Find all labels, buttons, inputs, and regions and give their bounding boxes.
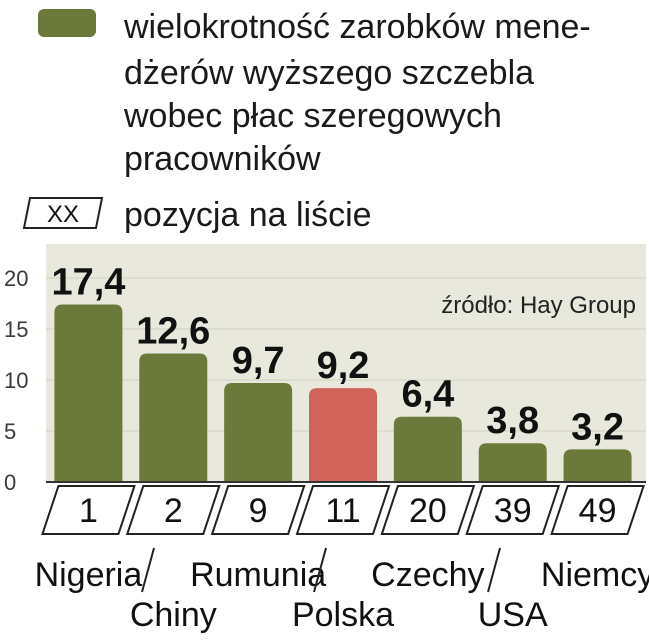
bar-nigeria (54, 304, 123, 482)
value-label: 6,4 (401, 374, 454, 416)
country-label: Nigeria (35, 556, 143, 594)
rank-label: 9 (249, 492, 268, 530)
legend-rank-box-text: XX (47, 201, 79, 228)
value-label: 3,2 (571, 406, 624, 448)
legend-bar-line-4: pracowników (124, 140, 321, 178)
value-labels: 17,4 12,6 9,7 9,2 6,4 3,8 3,2 (51, 262, 624, 449)
rank-box (380, 485, 476, 535)
bar-niemcy (563, 449, 632, 482)
country-label: USA (478, 596, 548, 634)
rank-label: 2 (164, 492, 183, 530)
rank-label: 20 (409, 492, 447, 530)
value-label: 17,4 (51, 262, 125, 304)
rank-box (125, 485, 221, 535)
bar-chiny (139, 353, 208, 482)
y-tick-label: 10 (4, 368, 28, 393)
bar-czechy (393, 416, 462, 482)
value-label: 9,7 (232, 340, 285, 382)
y-tick-label: 5 (4, 419, 16, 444)
legend-bar-line-3: wobec płac szeregowych (123, 97, 502, 135)
country-label: Rumunia (190, 556, 326, 594)
bar-usa (478, 443, 547, 482)
rank-label: 1 (79, 492, 98, 530)
legend-rank-label: pozycja na liście (124, 196, 372, 234)
value-label: 9,2 (317, 345, 370, 387)
country-label: Chiny (130, 596, 217, 634)
legend-rank-box (22, 197, 104, 229)
value-label: 3,8 (486, 400, 539, 442)
legend-bar-swatch (38, 9, 96, 37)
bar-rumunia (224, 383, 293, 482)
legend-bar-line-2: dżerów wyższego szczebla (124, 54, 534, 92)
y-tick-label: 20 (4, 266, 28, 291)
y-tick-label: 15 (4, 317, 28, 342)
country-label: Czechy (371, 556, 484, 594)
rank-box (295, 485, 391, 535)
label-separator (313, 547, 327, 593)
rank-box (210, 485, 306, 535)
bars (54, 304, 632, 482)
legend-bar-line-1: wielokrotność zarobków mene- (123, 8, 591, 46)
y-axis-ticks: 0 5 10 15 20 (4, 266, 28, 495)
rank-box (465, 485, 561, 535)
rank-label: 39 (494, 492, 532, 530)
label-separator (141, 547, 155, 593)
rank-label: 49 (579, 492, 617, 530)
rank-box (41, 485, 136, 535)
y-tick-label: 0 (4, 470, 16, 495)
source-note: źródło: Hay Group (441, 292, 636, 319)
label-separator (487, 547, 501, 593)
legend: wielokrotność zarobków mene- dżerów wyżs… (22, 8, 591, 234)
rank-label: 11 (325, 492, 360, 530)
rank-box (550, 485, 645, 535)
bar-polska (309, 388, 377, 482)
country-label: Niemcy (541, 556, 649, 594)
country-label: Polska (292, 596, 394, 634)
rank-boxes: 1 2 9 11 20 39 49 (41, 485, 645, 535)
value-label: 12,6 (136, 310, 210, 352)
